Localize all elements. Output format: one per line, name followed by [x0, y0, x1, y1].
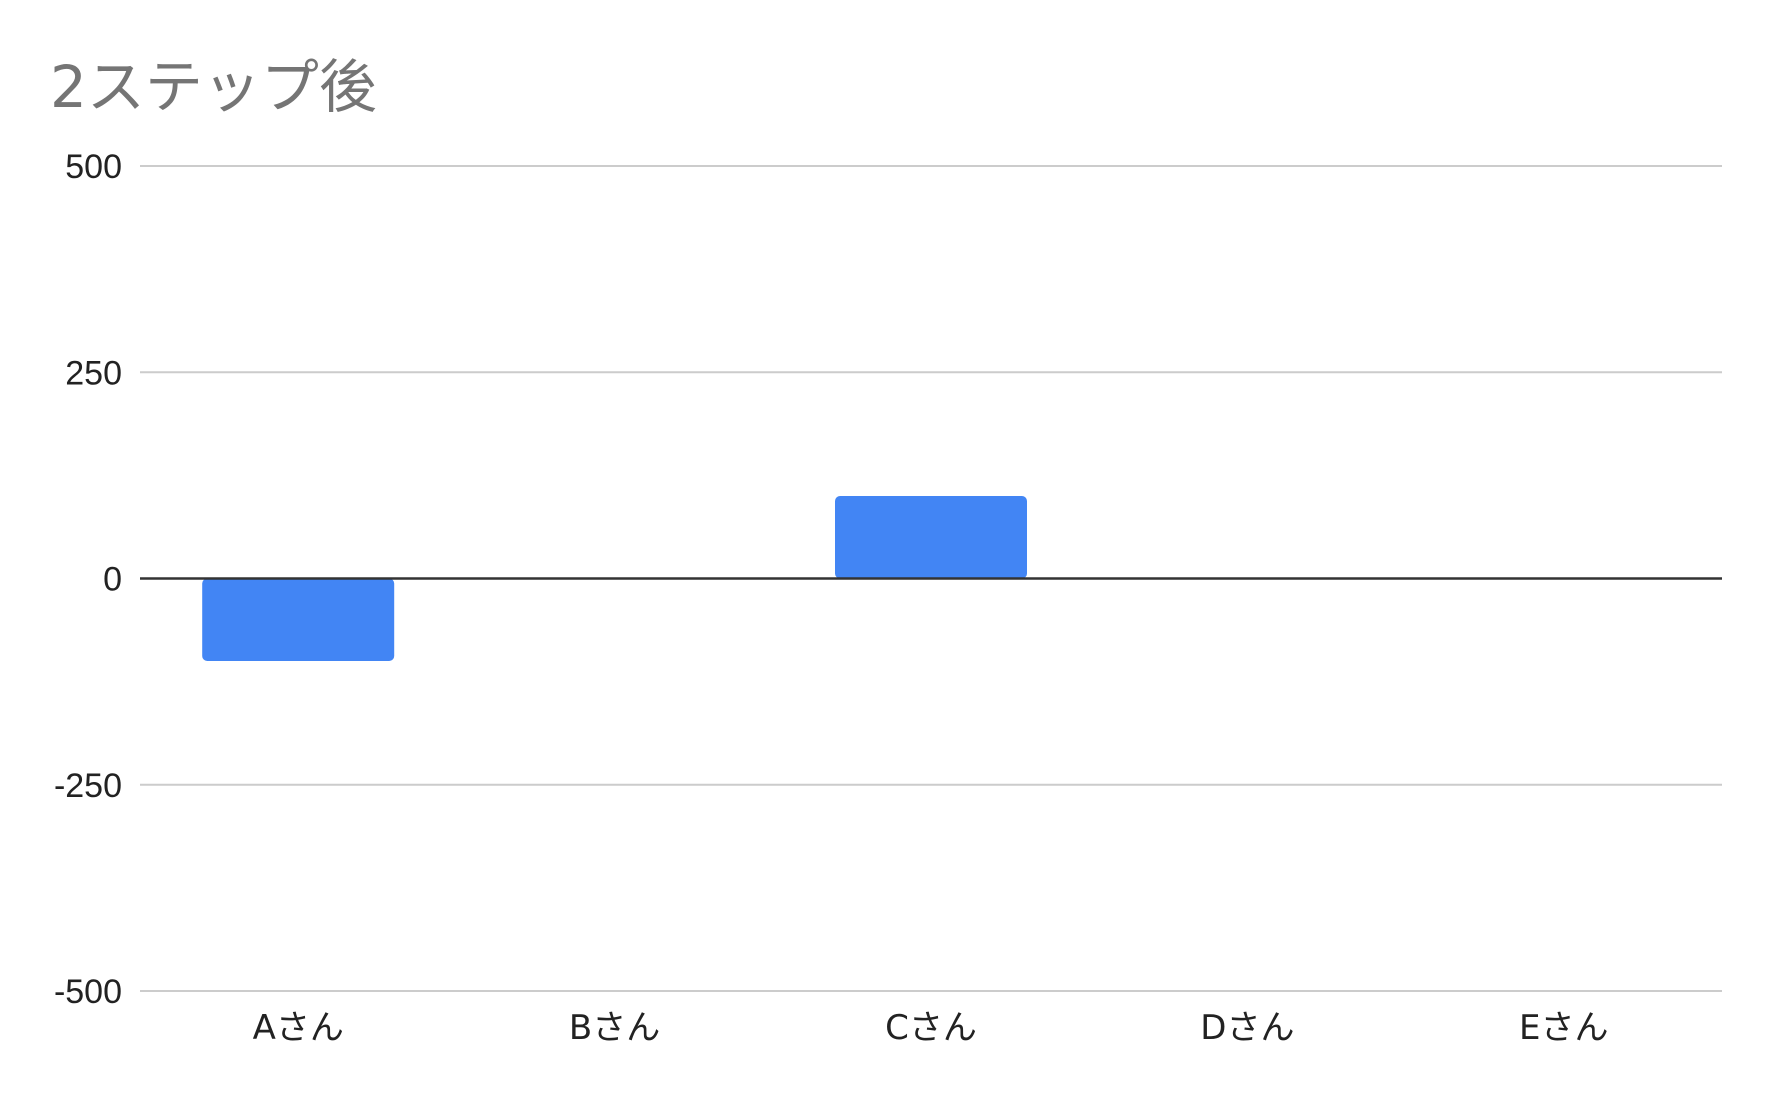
- x-category-label: Bさん: [569, 1008, 660, 1048]
- x-category-label: Eさん: [1519, 1008, 1608, 1048]
- chart-title: 2ステップ後: [50, 53, 377, 121]
- y-tick-label: -250: [54, 767, 122, 805]
- x-category-label: Dさん: [1200, 1008, 1294, 1048]
- x-axis-categories: Aさん Bさん Cさん Dさん Eさん: [253, 1008, 1609, 1048]
- bars: [202, 496, 1027, 661]
- y-tick-label: 0: [103, 561, 122, 599]
- grid-lines: [140, 165, 1722, 992]
- y-tick-label: -500: [54, 973, 122, 1011]
- y-axis-ticks: 500 250 0 -250 -500: [54, 148, 122, 1011]
- y-tick-label: 500: [65, 148, 122, 186]
- x-category-label: Cさん: [885, 1008, 977, 1048]
- x-category-label: Aさん: [253, 1008, 344, 1048]
- y-tick-label: 250: [65, 354, 122, 392]
- bar-1: [202, 578, 395, 661]
- bar-3: [835, 496, 1027, 579]
